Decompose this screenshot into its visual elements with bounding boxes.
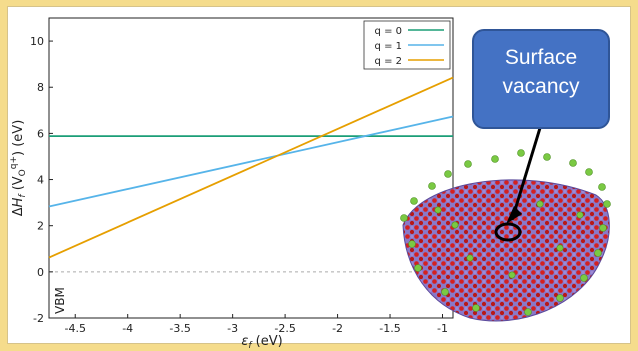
callout-line-1: Surface: [504, 46, 578, 69]
y-tick-label: 0: [37, 266, 44, 279]
y-tick-label: -2: [33, 312, 44, 325]
y-tick-label: 2: [37, 220, 44, 233]
x-tick-label: -2: [332, 322, 343, 335]
x-tick-label: -4.5: [64, 322, 85, 335]
x-tick-label: -2.5: [274, 322, 295, 335]
y-tick-label: 4: [37, 174, 44, 187]
legend-label-q2: q = 2: [375, 56, 402, 67]
legend-label-q0: q = 0: [375, 26, 402, 37]
legend-label-q1: q = 1: [375, 41, 402, 52]
series-line-q1: [48, 115, 454, 208]
x-tick-label: -1.5: [379, 322, 400, 335]
svg-text:ΔHf (VOq+) (eV): ΔHf (VOq+) (eV): [9, 120, 28, 217]
series-layer: [48, 76, 454, 259]
pointer-arrow-icon: [510, 127, 542, 221]
x-tick-label: -4: [122, 322, 133, 335]
callout-line-2: vacancy: [502, 75, 580, 98]
vbm-label: VBM: [53, 287, 67, 314]
vacancy-marker-icon: [494, 222, 522, 242]
nanoparticle-with-surface-vacancy-icon: [400, 127, 611, 322]
x-tick-layer: -4.5 -4 -3.5 -3 -2.5 -2 -1.5 -1: [64, 314, 448, 335]
y-tick-label: 10: [30, 35, 44, 48]
y-tick-label: 8: [37, 81, 44, 94]
x-axis-label: εf (eV): [241, 334, 282, 351]
x-tick-label: -3.5: [169, 322, 190, 335]
legend: q = 0 q = 1 q = 2: [363, 20, 451, 70]
y-tick-layer: -2 0 2 4 6 8 10: [30, 35, 53, 325]
y-tick-label: 6: [37, 127, 44, 140]
x-tick-label: -1: [437, 322, 448, 335]
surface-vacancy-callout: Surface vacancy: [472, 29, 610, 129]
series-line-q2: [48, 76, 454, 259]
y-axis-label: ΔHf (VOq+) (eV): [9, 120, 28, 217]
x-tick-label: -3: [227, 322, 238, 335]
